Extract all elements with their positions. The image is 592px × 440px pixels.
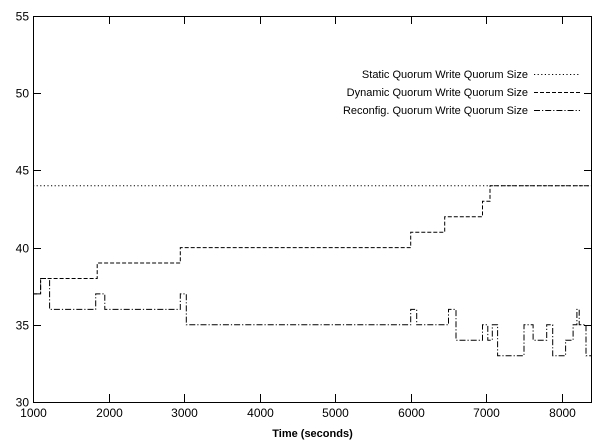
- legend-label-3: Reconfig. Quorum Write Quorum Size: [343, 105, 528, 117]
- x-tick-label: 7000: [473, 406, 500, 420]
- y-tick-label: 30: [16, 396, 30, 410]
- y-tick-label: 40: [16, 242, 30, 256]
- x-tick-label: 6000: [398, 406, 425, 420]
- axes: 30 35 40 45 50 55 1000 2000 3000 4000 5000 6000 7000…: [16, 10, 592, 420]
- y-tick-label: 55: [16, 10, 30, 24]
- x-tick-label: 4000: [247, 406, 274, 420]
- y-tick-label: 45: [16, 164, 30, 178]
- x-tick-label: 8000: [549, 406, 576, 420]
- series-line-2: [33, 185, 592, 295]
- legend-label-1: Static Quorum Write Quorum Size: [362, 69, 528, 81]
- y-tick-label: 50: [16, 87, 30, 101]
- y-tick-label: 35: [16, 319, 30, 333]
- x-tick-label: 3000: [171, 406, 198, 420]
- x-axis-label: Time (seconds): [272, 428, 353, 440]
- series-line-3: [33, 278, 592, 357]
- legend-label-2: Dynamic Quorum Write Quorum Size: [347, 87, 528, 99]
- legend: Static Quorum Write Quorum Size Dynamic Q…: [343, 69, 580, 117]
- x-tick-label: 5000: [322, 406, 349, 420]
- x-tick-label: 2000: [96, 406, 123, 420]
- plot-lines: [33, 185, 592, 357]
- x-tick-label: 1000: [20, 406, 47, 420]
